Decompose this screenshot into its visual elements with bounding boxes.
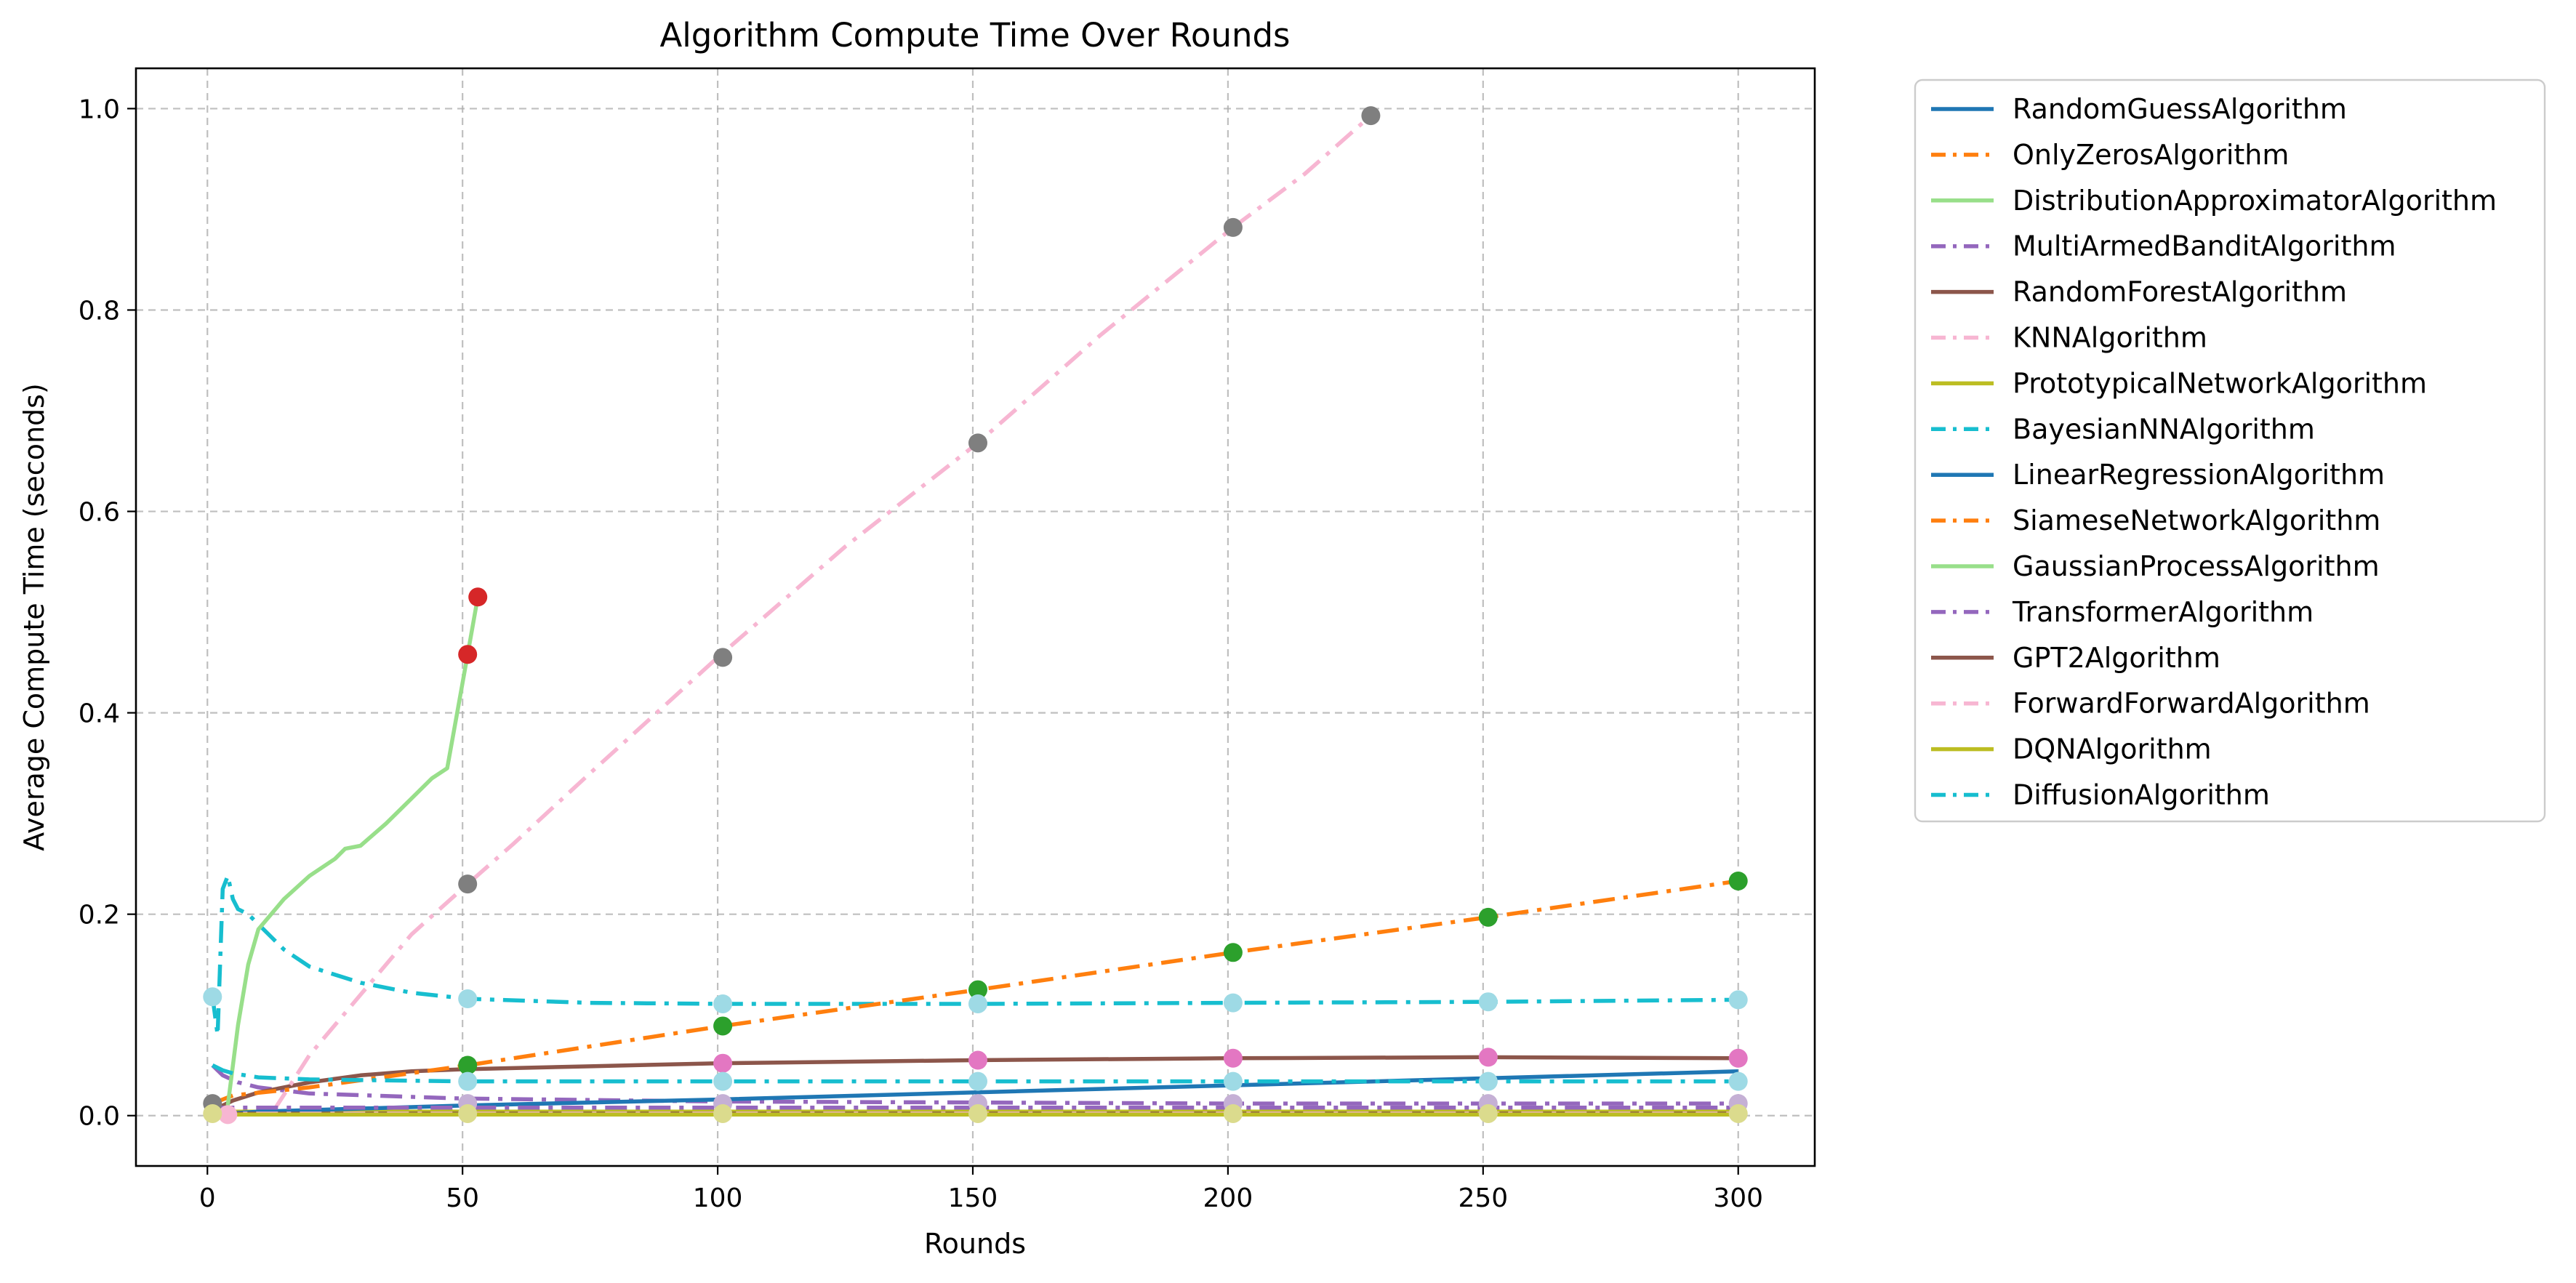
data-point (968, 994, 988, 1013)
legend: RandomGuessAlgorithm OnlyZerosAlgorithm Di… (1914, 79, 2546, 823)
data-point (968, 1103, 988, 1123)
y-axis-ticks: 0.0 0.2 0.4 0.6 0.8 1.0 (79, 94, 136, 1132)
data-point (968, 1071, 988, 1091)
data-point (713, 1071, 733, 1091)
x-tick-label: 150 (948, 1183, 998, 1213)
data-point (968, 433, 988, 453)
data-point (968, 1050, 988, 1070)
data-point (1478, 1047, 1498, 1067)
y-axis-label: Average Compute Time (seconds) (18, 383, 50, 851)
chart-title: Algorithm Compute Time Over Rounds (660, 16, 1291, 55)
data-point (1478, 907, 1498, 927)
data-point (1223, 943, 1243, 962)
y-tick-label: 0.2 (79, 901, 120, 930)
data-point (1223, 1103, 1243, 1123)
legend-label: PrototypicalNetworkAlgorithm (2013, 367, 2427, 399)
legend-label: RandomForestAlgorithm (2013, 276, 2347, 308)
data-point (458, 1071, 478, 1091)
data-point (1478, 1103, 1498, 1123)
data-point (1728, 871, 1748, 890)
series-line-10 (225, 596, 480, 1106)
legend-label: DQNAlgorithm (2013, 733, 2212, 765)
legend-label: BayesianNNAlgorithm (2013, 413, 2315, 445)
data-point (1728, 1103, 1748, 1123)
data-point (1223, 1071, 1243, 1091)
x-axis-label: Rounds (924, 1228, 1026, 1260)
data-point (713, 1053, 733, 1073)
y-tick-label: 0.6 (79, 498, 120, 528)
x-tick-label: 200 (1203, 1183, 1253, 1213)
data-markers (203, 106, 1748, 1125)
data-point (1728, 1048, 1748, 1068)
y-tick-label: 0.8 (79, 296, 120, 326)
legend-label: KNNAlgorithm (2013, 322, 2207, 354)
data-point (458, 645, 478, 664)
data-point (458, 874, 478, 894)
data-point (713, 994, 733, 1013)
legend-label: GPT2Algorithm (2013, 642, 2220, 674)
x-tick-label: 250 (1458, 1183, 1508, 1213)
x-tick-label: 50 (446, 1183, 479, 1213)
legend-label: MultiArmedBanditAlgorithm (2013, 230, 2396, 262)
data-point (1728, 1071, 1748, 1091)
series-line-3 (211, 1063, 1738, 1106)
data-point (1223, 1048, 1243, 1068)
legend-label: SiameseNetworkAlgorithm (2013, 504, 2380, 536)
y-tick-label: 1.0 (79, 94, 120, 124)
legend-label: OnlyZerosAlgorithm (2013, 139, 2289, 171)
legend-label: DistributionApproximatorAlgorithm (2013, 185, 2497, 217)
plot-frame (135, 67, 1816, 1167)
data-point (1361, 106, 1381, 126)
data-point (218, 1105, 238, 1125)
data-point (1223, 993, 1243, 1013)
series-line-7 (210, 874, 1738, 1037)
x-tick-label: 300 (1713, 1183, 1763, 1213)
data-point (968, 980, 988, 1000)
series-line-9 (212, 879, 1739, 1106)
data-point (203, 987, 222, 1007)
data-point (203, 1103, 222, 1123)
data-point (468, 587, 488, 607)
data-point (713, 1103, 733, 1123)
data-point (458, 989, 478, 1009)
data-point (713, 648, 733, 667)
x-tick-label: 0 (199, 1183, 216, 1213)
y-tick-label: 0.0 (79, 1102, 120, 1132)
legend-frame (1914, 79, 2546, 823)
data-point (458, 1103, 478, 1123)
x-axis-ticks: 0 50 100 150 200 250 300 (199, 1166, 1763, 1213)
series-line-5 (272, 114, 1373, 1112)
data-point (1728, 990, 1748, 1010)
legend-label: DiffusionAlgorithm (2013, 779, 2270, 811)
legend-label: GaussianProcessAlgorithm (2013, 550, 2380, 582)
data-point (713, 1016, 733, 1036)
legend-label: ForwardForwardAlgorithm (2013, 688, 2370, 720)
legend-label: TransformerAlgorithm (2012, 596, 2314, 628)
data-point (458, 1055, 478, 1075)
legend-label: LinearRegressionAlgorithm (2013, 459, 2385, 491)
data-point (1478, 1071, 1498, 1091)
data-point (1478, 992, 1498, 1012)
x-tick-label: 100 (693, 1183, 743, 1213)
y-tick-label: 0.4 (79, 699, 120, 729)
data-point (1223, 217, 1243, 237)
legend-label: RandomGuessAlgorithm (2013, 93, 2347, 125)
